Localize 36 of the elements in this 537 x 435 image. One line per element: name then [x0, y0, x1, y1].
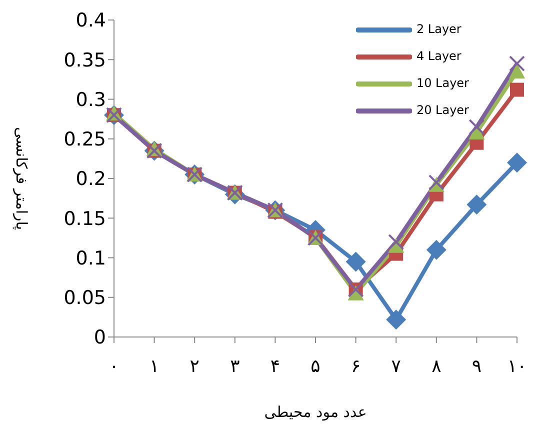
y-tick-label: 0.35 [64, 49, 106, 72]
legend-label: 4 Layer [416, 48, 462, 65]
y-tick-label: 0 [94, 326, 106, 349]
x-tick-label: ۱۰ [507, 356, 527, 377]
point [386, 310, 406, 330]
y-axis-title: پارامتر فرکانسی [12, 127, 31, 230]
x-tick-label: ۲ [190, 356, 200, 377]
x-tick-label: ۷ [391, 356, 402, 377]
point [507, 152, 527, 173]
point [466, 194, 487, 215]
legend-label: 20 Layer [416, 102, 469, 119]
x-tick-label: ۹ [472, 356, 482, 377]
point [346, 252, 366, 272]
point [426, 240, 446, 260]
x-tick-label: ۶ [350, 356, 361, 377]
y-tick-label: 0.3 [76, 88, 106, 111]
x-tick-label: ۸ [432, 356, 442, 377]
point [510, 82, 524, 97]
legend-label: 2 Layer [416, 21, 462, 38]
legend-label: 10 Layer [416, 75, 469, 92]
x-tick-label: ۴ [270, 356, 280, 377]
x-tick-label: ۰ [109, 356, 119, 377]
x-tick-label: ۱ [149, 356, 160, 377]
y-tick-label: 0.05 [64, 287, 106, 310]
x-tick-label: ۵ [310, 356, 320, 377]
x-axis-title: عدد مود محیطی [264, 403, 367, 421]
y-tick-label: 0.2 [76, 168, 106, 190]
y-tick-label: 0.1 [76, 247, 106, 270]
point [509, 64, 525, 79]
point [468, 118, 485, 135]
point [509, 56, 525, 72]
y-tick-label: 0.15 [64, 208, 106, 230]
x-tick-label: ۳ [230, 356, 240, 377]
y-tick-label: 0.4 [76, 10, 106, 32]
point [388, 234, 404, 250]
y-tick-label: 0.25 [64, 128, 106, 151]
